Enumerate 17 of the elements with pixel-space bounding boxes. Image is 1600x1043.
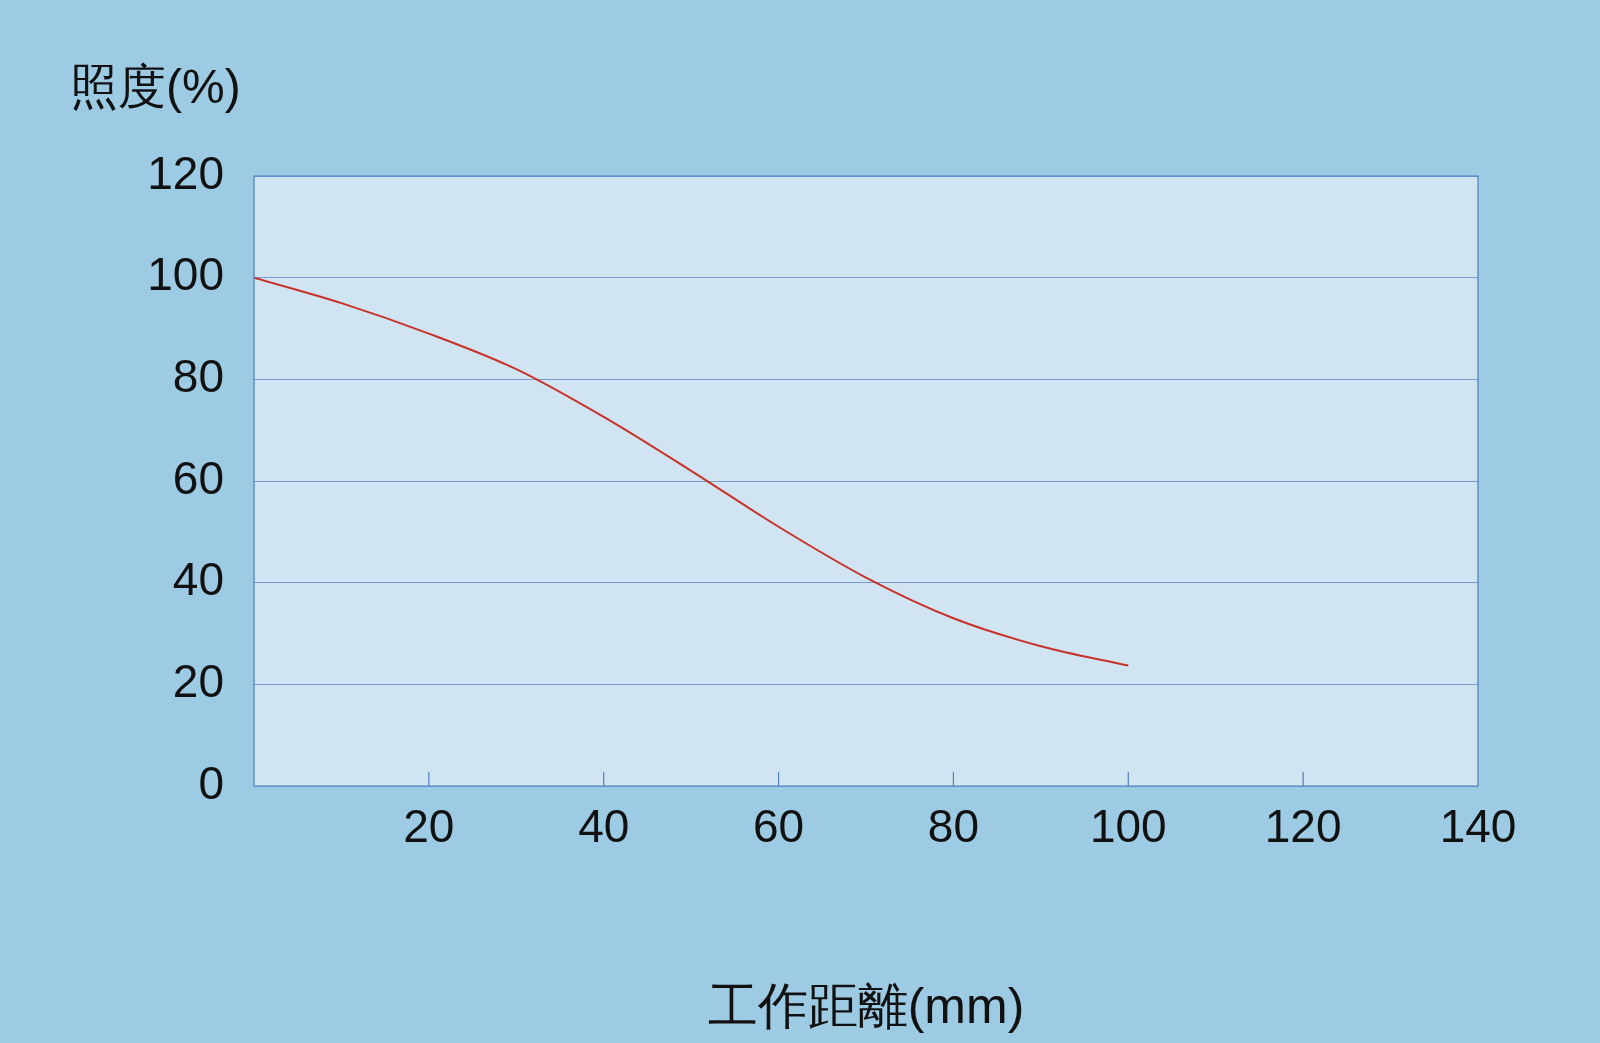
x-tick-label: 20 bbox=[403, 800, 455, 853]
x-tick-label: 80 bbox=[927, 800, 980, 853]
line-series bbox=[254, 276, 1130, 667]
x-tick-label: 60 bbox=[752, 800, 805, 853]
x-tick-label: 100 bbox=[1089, 800, 1167, 853]
y-tick-label: 120 bbox=[147, 146, 224, 199]
y-tick-label: 80 bbox=[172, 350, 224, 403]
y-tick-label: 40 bbox=[172, 553, 224, 606]
y-tick-label: 60 bbox=[172, 451, 224, 504]
y-tick-label: 100 bbox=[147, 248, 224, 301]
y-tick-label: 20 bbox=[172, 655, 224, 708]
x-axis-title: 工作距離(mm) bbox=[707, 977, 1025, 1034]
y-axis-title: 照度(%) bbox=[70, 60, 241, 114]
y-tick-label: 0 bbox=[198, 756, 224, 809]
x-tick-label: 120 bbox=[1264, 800, 1342, 853]
x-tick-label: 140 bbox=[1439, 800, 1517, 853]
x-tick-label: 40 bbox=[578, 800, 630, 853]
